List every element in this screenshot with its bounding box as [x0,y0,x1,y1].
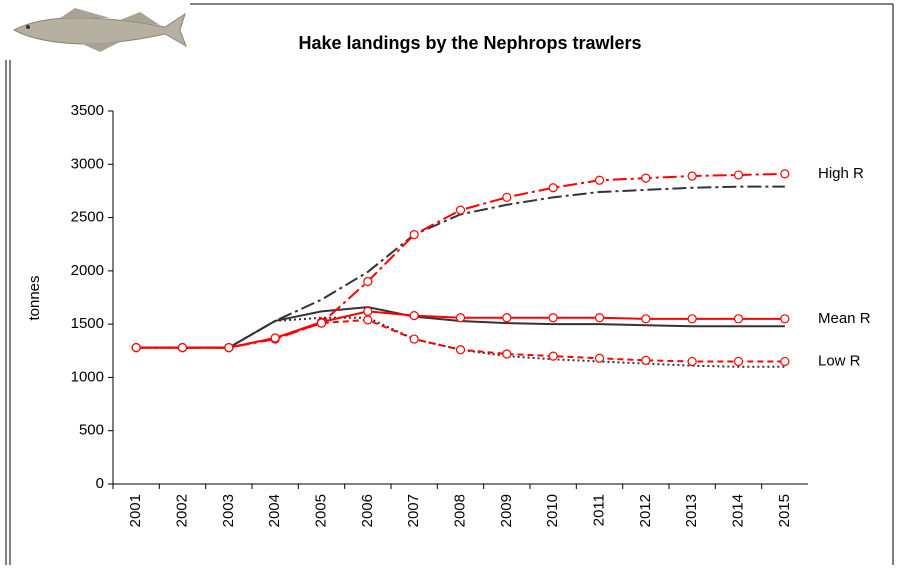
x-tick-label: 2005 [312,494,329,527]
point [733,356,744,367]
point [594,313,605,323]
y-tick-label: 500 [79,422,104,439]
point [594,353,605,363]
series-annotation: Mean R [818,310,871,327]
point [548,313,558,323]
x-tick-label: 2004 [266,494,283,527]
series-annotation: Low R [818,352,861,369]
point [270,333,280,343]
x-tick-label: 2003 [220,494,237,527]
series-annotation: High R [818,165,864,182]
point [594,175,605,185]
x-tick-label: 2001 [127,494,144,527]
x-tick-label: 2015 [776,494,793,527]
y-tick-label: 0 [96,475,104,492]
fish-icon [12,8,187,52]
y-tick-label: 1500 [71,315,104,332]
point [224,342,234,353]
x-tick-label: 2010 [544,494,561,527]
point [780,314,790,324]
point [548,351,558,361]
point [502,192,512,202]
point [409,311,419,321]
point [641,355,651,365]
point [733,314,744,324]
point [687,171,697,181]
y-tick-label: 2000 [71,262,104,279]
point [455,205,466,215]
x-tick-label: 2012 [637,494,654,527]
x-tick-label: 2002 [173,494,190,527]
y-tick-label: 3000 [71,155,104,172]
point [363,315,373,325]
point [409,230,419,240]
point [780,169,790,179]
x-tick-label: 2006 [359,494,376,527]
point [687,356,697,367]
y-tick-label: 1000 [71,368,104,385]
x-tick-label: 2008 [451,494,468,527]
chart-title: Hake landings by the Nephrops trawlers [298,33,641,53]
point [316,318,327,328]
point [733,170,744,180]
x-tick-label: 2013 [683,494,700,527]
y-axis-label: tonnes [26,275,43,320]
y-tick-label: 2500 [71,209,104,226]
point [641,314,651,324]
point [641,173,651,183]
x-tick-label: 2014 [729,494,746,527]
point [363,276,373,287]
x-tick-label: 2007 [405,494,422,527]
y-tick-label: 3500 [71,102,104,119]
point [548,183,558,193]
point [409,334,419,344]
series-line [136,316,785,368]
x-tick-label: 2011 [590,494,607,526]
point [177,342,188,353]
point [455,345,466,355]
point [502,349,512,359]
point [502,313,512,323]
point [455,313,466,323]
point [363,306,373,316]
point [780,356,790,367]
point [131,342,141,353]
point [687,314,697,324]
x-tick-label: 2009 [498,494,515,527]
